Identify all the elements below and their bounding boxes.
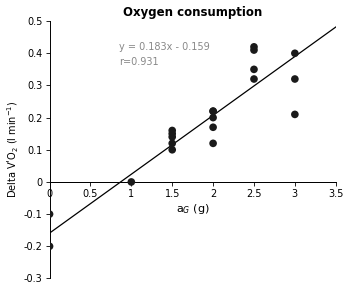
Point [251,48,257,52]
Point [169,147,175,152]
Point [251,67,257,72]
Point [47,244,52,249]
Y-axis label: Delta VʹO$_2$ (l min$^{-1}$): Delta VʹO$_2$ (l min$^{-1}$) [6,101,21,198]
Point [251,45,257,49]
Point [210,141,216,146]
Point [210,109,216,113]
Point [210,125,216,130]
Title: Oxygen consumption: Oxygen consumption [123,6,262,19]
X-axis label: a$_G$ (g): a$_G$ (g) [176,202,209,216]
Text: y = 0.183x - 0.159
r=0.931: y = 0.183x - 0.159 r=0.931 [119,42,210,67]
Point [210,115,216,120]
Point [292,51,298,56]
Point [169,131,175,136]
Point [292,77,298,81]
Point [251,77,257,81]
Point [169,135,175,139]
Point [169,141,175,146]
Point [210,109,216,113]
Point [169,128,175,133]
Point [292,112,298,117]
Point [128,180,134,184]
Point [47,212,52,216]
